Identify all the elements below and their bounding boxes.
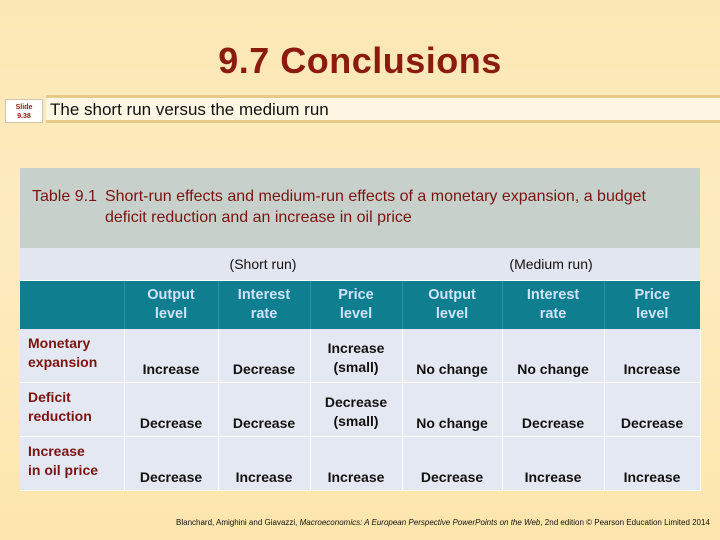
footer-citation: Blanchard, Amighini and Giavazzi, Macroe… <box>176 518 710 527</box>
table-row: Monetary expansion Increase Decrease Increas… <box>20 329 701 383</box>
subtitle-bar: The short run versus the medium run <box>46 95 720 123</box>
column-header-line: Output <box>428 287 476 303</box>
table-cell: Decrease <box>402 436 503 491</box>
column-header-line: level <box>636 306 669 322</box>
slide-title: 9.7 Conclusions <box>218 40 502 81</box>
table-cell: Increase <box>604 329 701 383</box>
table-cell: Decrease <box>604 382 701 437</box>
column-header-line: Output <box>147 287 195 303</box>
table-caption-label: Table 9.1 <box>32 188 97 205</box>
table-cell-line: No change <box>416 361 488 377</box>
column-header: Price level <box>310 280 403 329</box>
footer-book-title: Macroeconomics: A European Perspective P… <box>299 518 541 527</box>
column-header: Output level <box>402 280 503 329</box>
table-cell: Decrease <box>218 382 311 437</box>
table-cell-line: (small) <box>333 413 379 429</box>
column-header: Output level <box>124 280 219 329</box>
row-header: Deficit reduction <box>20 382 125 437</box>
table-cell: No change <box>402 329 503 383</box>
table-cell-line: Increase <box>623 361 681 377</box>
column-header-line: rate <box>539 306 567 322</box>
table-cell: Decrease <box>124 382 219 437</box>
run-period-row: (Short run) (Medium run) <box>20 248 701 281</box>
table-row: Increase in oil price Decrease Increase Incr… <box>20 436 701 491</box>
column-header-line: level <box>435 306 469 322</box>
effects-table: Table 9.1 Short-run effects and medium-r… <box>20 168 701 491</box>
footer-edition: , 2nd edition © Pearson Education Limite… <box>540 518 710 527</box>
row-header-line: Monetary <box>28 335 91 351</box>
table-row: Deficit reduction Decrease Decrease Decrease… <box>20 382 701 437</box>
table-cell: Increase <box>124 329 219 383</box>
table-cell: No change <box>502 329 605 383</box>
table-cell-line: Increase <box>524 469 582 485</box>
table-cell-line: Decrease <box>620 415 684 431</box>
table-cell-line: No change <box>416 415 488 431</box>
slide-number-badge: Slide 9.38 <box>5 99 43 123</box>
table-cell-line: Decrease <box>324 394 388 410</box>
column-header-line: rate <box>250 306 278 322</box>
row-header-line: expansion <box>28 354 98 370</box>
column-header-line: Price <box>634 287 671 303</box>
table-cell-line: Decrease <box>139 469 203 485</box>
short-run-label: (Short run) <box>124 248 403 281</box>
column-header-line: Interest <box>237 287 291 303</box>
table-cell-line: Decrease <box>232 415 296 431</box>
table-cell: Increase <box>604 436 701 491</box>
table-cell-line: Increase <box>235 469 293 485</box>
row-header-line: reduction <box>28 408 92 424</box>
column-header-row: Output level Interest rate Price level Output l… <box>20 280 701 329</box>
table-cell: Increase (small) <box>310 329 403 383</box>
table-cell-line: (small) <box>333 359 379 375</box>
footer-authors: Blanchard, Amighini and Giavazzi, <box>176 518 300 527</box>
table-cell-line: Decrease <box>521 415 585 431</box>
column-header-line: level <box>154 306 188 322</box>
row-header-line: in oil price <box>28 462 99 478</box>
slide-number: 9.38 <box>17 113 31 120</box>
table-cell-line: Increase <box>327 469 385 485</box>
table-cell-line: No change <box>517 361 589 377</box>
table-cell-line: Decrease <box>420 469 484 485</box>
table-cell-line: Decrease <box>139 415 203 431</box>
row-header-line: Increase <box>28 443 85 459</box>
table-cell: Decrease <box>502 382 605 437</box>
table-cell: Increase <box>218 436 311 491</box>
column-header-line: level <box>339 306 373 322</box>
slide-label: Slide <box>15 104 33 111</box>
table-cell: Increase <box>310 436 403 491</box>
row-header: Monetary expansion <box>20 329 125 383</box>
table-cell: No change <box>402 382 503 437</box>
table-cell: Decrease <box>218 329 311 383</box>
column-header-line: Interest <box>526 287 580 303</box>
table-caption-text: Short-run effects and medium-run effects… <box>104 188 646 226</box>
table-cell-line: Increase <box>142 361 200 377</box>
table-cell: Increase <box>502 436 605 491</box>
table-cell-line: Increase <box>327 340 385 356</box>
table-cell: Decrease <box>124 436 219 491</box>
column-header: Price level <box>604 280 701 329</box>
row-header: Increase in oil price <box>20 436 125 491</box>
slide-subtitle: The short run versus the medium run <box>50 100 329 119</box>
row-header-line: Deficit <box>28 389 71 405</box>
column-header: Interest rate <box>502 280 605 329</box>
table-cell: Decrease (small) <box>310 382 403 437</box>
table-cell-line: Increase <box>623 469 681 485</box>
medium-run-label: (Medium run) <box>402 248 701 281</box>
column-header-line: Price <box>338 287 374 303</box>
table-cell-line: Decrease <box>232 361 296 377</box>
column-header: Interest rate <box>218 280 311 329</box>
table-caption: Table 9.1 Short-run effects and medium-r… <box>20 168 700 248</box>
